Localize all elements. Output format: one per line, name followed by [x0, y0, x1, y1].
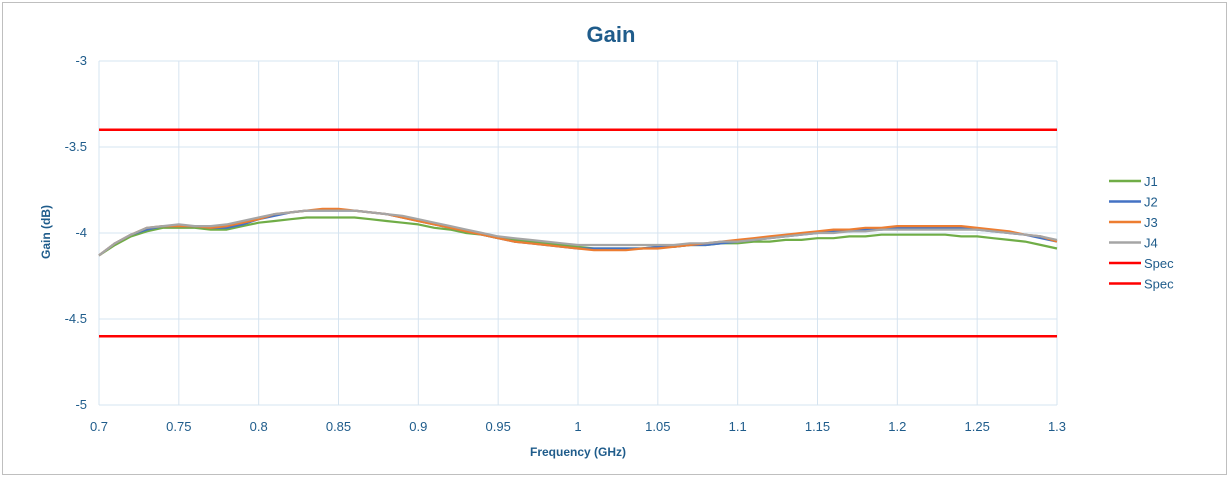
- y-tick-label: -4.5: [65, 311, 87, 326]
- x-tick-label: 1.05: [645, 419, 670, 434]
- y-axis-title: Gain (dB): [39, 205, 53, 259]
- y-tick-label: -5: [75, 397, 87, 412]
- x-tick-label: 0.9: [409, 419, 427, 434]
- spec-lines: [99, 128, 1057, 338]
- legend-label: J1: [1144, 174, 1158, 189]
- x-axis-title: Frequency (GHz): [530, 445, 626, 459]
- x-tick-label: 1.3: [1048, 419, 1066, 434]
- y-tick-labels: -3 -3.5 -4 -4.5 -5: [65, 53, 87, 412]
- chart-title: Gain: [587, 22, 636, 47]
- grid-lines: [98, 60, 1058, 406]
- x-tick-label: 1: [574, 419, 581, 434]
- series-line-j4: [98, 209, 1058, 257]
- legend-label: J3: [1144, 215, 1158, 230]
- y-tick-label: -4: [75, 225, 87, 240]
- x-tick-labels: 0.7 0.75 0.8 0.85 0.9 0.95 1 1.05 1.1 1.15 1.2 1.25…: [90, 419, 1066, 434]
- x-tick-label: 1.2: [888, 419, 906, 434]
- series-lines: [98, 207, 1058, 257]
- legend-label: J2: [1144, 195, 1158, 210]
- x-tick-label: 1.25: [965, 419, 990, 434]
- x-tick-label: 1.1: [729, 419, 747, 434]
- x-tick-label: 1.15: [805, 419, 830, 434]
- series-line-j1: [98, 216, 1058, 257]
- y-tick-label: -3: [75, 53, 87, 68]
- series-line-j3: [98, 207, 1058, 257]
- x-tick-label: 0.75: [166, 419, 191, 434]
- legend-label: Spec: [1144, 256, 1174, 271]
- y-tick-label: -3.5: [65, 139, 87, 154]
- x-tick-label: 0.8: [250, 419, 268, 434]
- legend-label: Spec: [1144, 277, 1174, 292]
- legend: J1 J2 J3 J4 Spec Spec: [1109, 174, 1174, 292]
- x-tick-label: 0.7: [90, 419, 108, 434]
- x-tick-label: 0.95: [486, 419, 511, 434]
- legend-label: J4: [1144, 236, 1158, 251]
- x-tick-label: 0.85: [326, 419, 351, 434]
